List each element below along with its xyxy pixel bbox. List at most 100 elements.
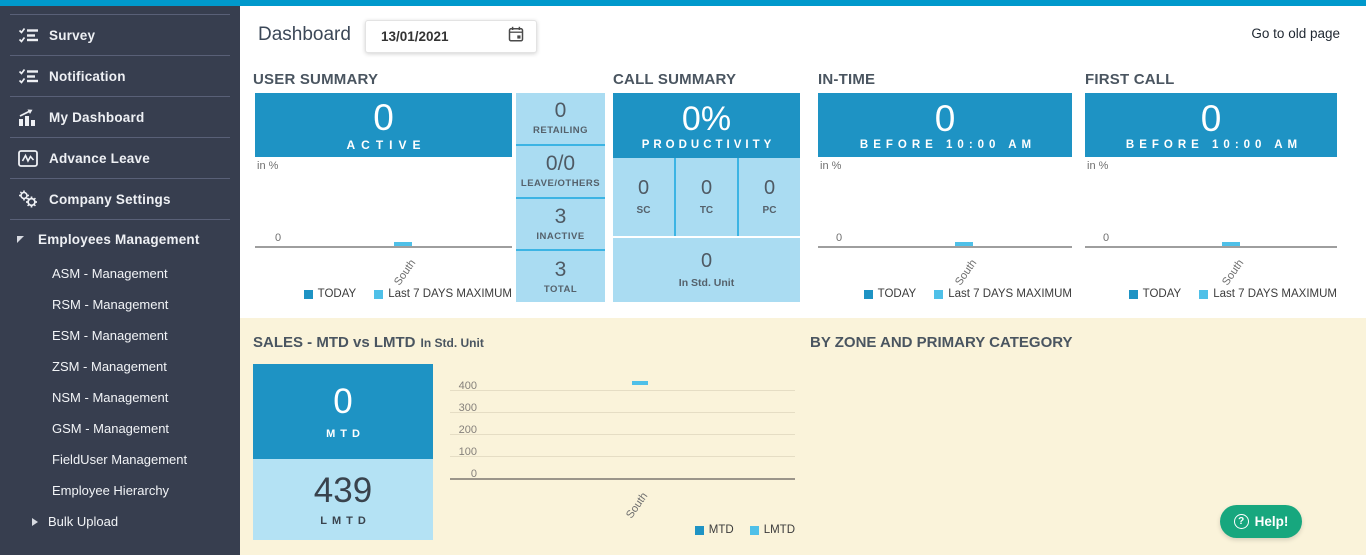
caret-collapsed-icon [32, 517, 38, 526]
call-summary-metrics: 0 SC 0 TC 0 PC [613, 158, 800, 236]
calendar-icon[interactable] [508, 26, 524, 47]
leave-chart-icon [15, 149, 41, 167]
first-call-card: FIRST CALL 0 BEFORE 10:00 AM in % 0 Sout… [1085, 71, 1337, 302]
caret-expanded-icon [17, 235, 24, 243]
sidebar-subitem-asm-management[interactable]: ASM - Management [52, 266, 168, 281]
gridline-200 [450, 434, 795, 435]
in-time-card: IN-TIME 0 BEFORE 10:00 AM in % 0 South T… [818, 71, 1072, 302]
stat-retailing: 0 RETAILING [516, 93, 605, 144]
y-tick: 300 [458, 402, 477, 414]
question-icon: ? [1233, 514, 1249, 529]
gridline-100 [450, 456, 795, 457]
sidebar-item-label: My Dashboard [49, 109, 145, 125]
x-axis-category: South [392, 257, 419, 288]
lmtd-bar [632, 381, 648, 385]
sidebar-item-advance-leave[interactable]: Advance Leave [0, 138, 240, 178]
sidebar-subitem-esm-management[interactable]: ESM - Management [52, 328, 168, 343]
chart-legend: TODAY Last 7 DAYS MAXIMUM [255, 288, 512, 300]
go-to-old-page-link[interactable]: Go to old page [1251, 26, 1340, 41]
sidebar-subitem-rsm-management[interactable]: RSM - Management [52, 297, 169, 312]
user-summary-card: USER SUMMARY 0 ACTIVE 0 RETAILING 0/0 LEAV… [253, 71, 605, 302]
x-axis-category: South [1220, 257, 1247, 288]
card-title: FIRST CALL [1085, 71, 1175, 88]
call-summary-card: CALL SUMMARY 0% PRODUCTIVITY 0 SC 0 TC 0 PC… [613, 71, 800, 302]
sidebar-divider [10, 96, 230, 97]
y-tick: 0 [470, 468, 477, 480]
axis-tick: 0 [836, 232, 843, 244]
sidebar-item-label: Survey [49, 27, 96, 43]
before-10am-hero-tile: 0 BEFORE 10:00 AM [818, 93, 1072, 157]
stat-leave-others: 0/0 LEAVE/OTHERS [516, 145, 605, 197]
y-tick: 200 [458, 424, 477, 436]
sidebar-item-label: Notification [49, 68, 126, 84]
sidebar: Survey Notification My Dashboard Advance… [0, 6, 240, 555]
y-axis-unit: in % [820, 160, 842, 172]
sidebar-item-company-settings[interactable]: Company Settings [0, 179, 240, 219]
sidebar-item-label: Company Settings [49, 191, 171, 207]
sidebar-subitem-bulk-upload[interactable]: Bulk Upload [0, 506, 240, 537]
x-axis-line [255, 246, 512, 248]
y-axis-unit: in % [1087, 160, 1109, 172]
legend-swatch-lmtd [749, 525, 759, 535]
sidebar-divider [10, 55, 230, 56]
last7-bar [955, 242, 973, 246]
sidebar-subitem-gsm-management[interactable]: GSM - Management [52, 421, 170, 436]
sidebar-divider [10, 14, 230, 15]
sidebar-item-survey[interactable]: Survey [0, 15, 240, 55]
x-axis-category: South [953, 257, 980, 288]
card-title: IN-TIME [818, 71, 876, 88]
sidebar-subitem-employee-hierarchy[interactable]: Employee Hierarchy [52, 483, 170, 498]
axis-tick: 0 [1103, 232, 1110, 244]
y-tick: 100 [458, 446, 477, 458]
y-axis-unit: in % [257, 160, 279, 172]
sales-legend: MTD LMTD [450, 524, 795, 536]
sidebar-item-employees-management[interactable]: Employees Management [0, 220, 240, 258]
metric-pc: 0 PC [739, 158, 800, 236]
page-title: Dashboard [258, 24, 351, 45]
sidebar-item-label: Advance Leave [49, 150, 150, 166]
x-axis-line [1085, 246, 1337, 248]
stat-inactive: 3 INACTIVE [516, 198, 605, 250]
chart-icon [15, 109, 41, 126]
sidebar-divider [10, 137, 230, 138]
metric-sc: 0 SC [613, 158, 674, 236]
productivity-hero-tile: 0% PRODUCTIVITY [613, 93, 800, 158]
help-button[interactable]: ? Help! [1220, 505, 1302, 538]
legend-swatch-today [1128, 289, 1138, 299]
card-title: USER SUMMARY [253, 71, 379, 88]
legend-swatch-last7 [374, 289, 384, 299]
chart-legend: TODAY Last 7 DAYS MAXIMUM [818, 288, 1072, 300]
stat-total: 3 TOTAL [516, 251, 605, 302]
last7-bar [1222, 242, 1240, 246]
date-input[interactable] [381, 29, 491, 44]
axis-tick: 0 [275, 232, 282, 244]
user-summary-stats: 0 RETAILING 0/0 LEAVE/OTHERS 3 INACTIVE 3 TO… [516, 93, 605, 302]
y-tick: 400 [458, 380, 477, 392]
legend-swatch-today [303, 289, 313, 299]
sales-subtitle: In Std. Unit [420, 336, 484, 350]
metric-tc: 0 TC [676, 158, 737, 236]
zone-section-title: BY ZONE AND PRIMARY CATEGORY [810, 334, 1073, 351]
sidebar-subitem-nsm-management[interactable]: NSM - Management [52, 390, 169, 405]
sidebar-divider [10, 219, 230, 220]
mtd-tile: 0 MTD [253, 364, 433, 459]
sidebar-subitem-fielduser-management[interactable]: FieldUser Management [52, 452, 188, 467]
sidebar-item-label: Employees Management [38, 231, 200, 247]
chart-legend: TODAY Last 7 DAYS MAXIMUM [1085, 288, 1337, 300]
x-axis-category: South [624, 490, 651, 521]
last7-bar [394, 242, 412, 246]
top-accent-bar [0, 0, 1366, 6]
active-hero-tile: 0 ACTIVE [255, 93, 512, 157]
sidebar-item-notification[interactable]: Notification [0, 56, 240, 96]
date-picker[interactable] [365, 20, 537, 53]
legend-swatch-today [863, 289, 873, 299]
card-title: CALL SUMMARY [613, 71, 737, 88]
sidebar-item-my-dashboard[interactable]: My Dashboard [0, 97, 240, 137]
legend-swatch-last7 [934, 289, 944, 299]
checklist-icon [15, 68, 41, 84]
x-axis-line [818, 246, 1072, 248]
checklist-icon [15, 27, 41, 43]
sidebar-subitem-zsm-management[interactable]: ZSM - Management [52, 359, 167, 374]
gears-icon [15, 190, 41, 208]
